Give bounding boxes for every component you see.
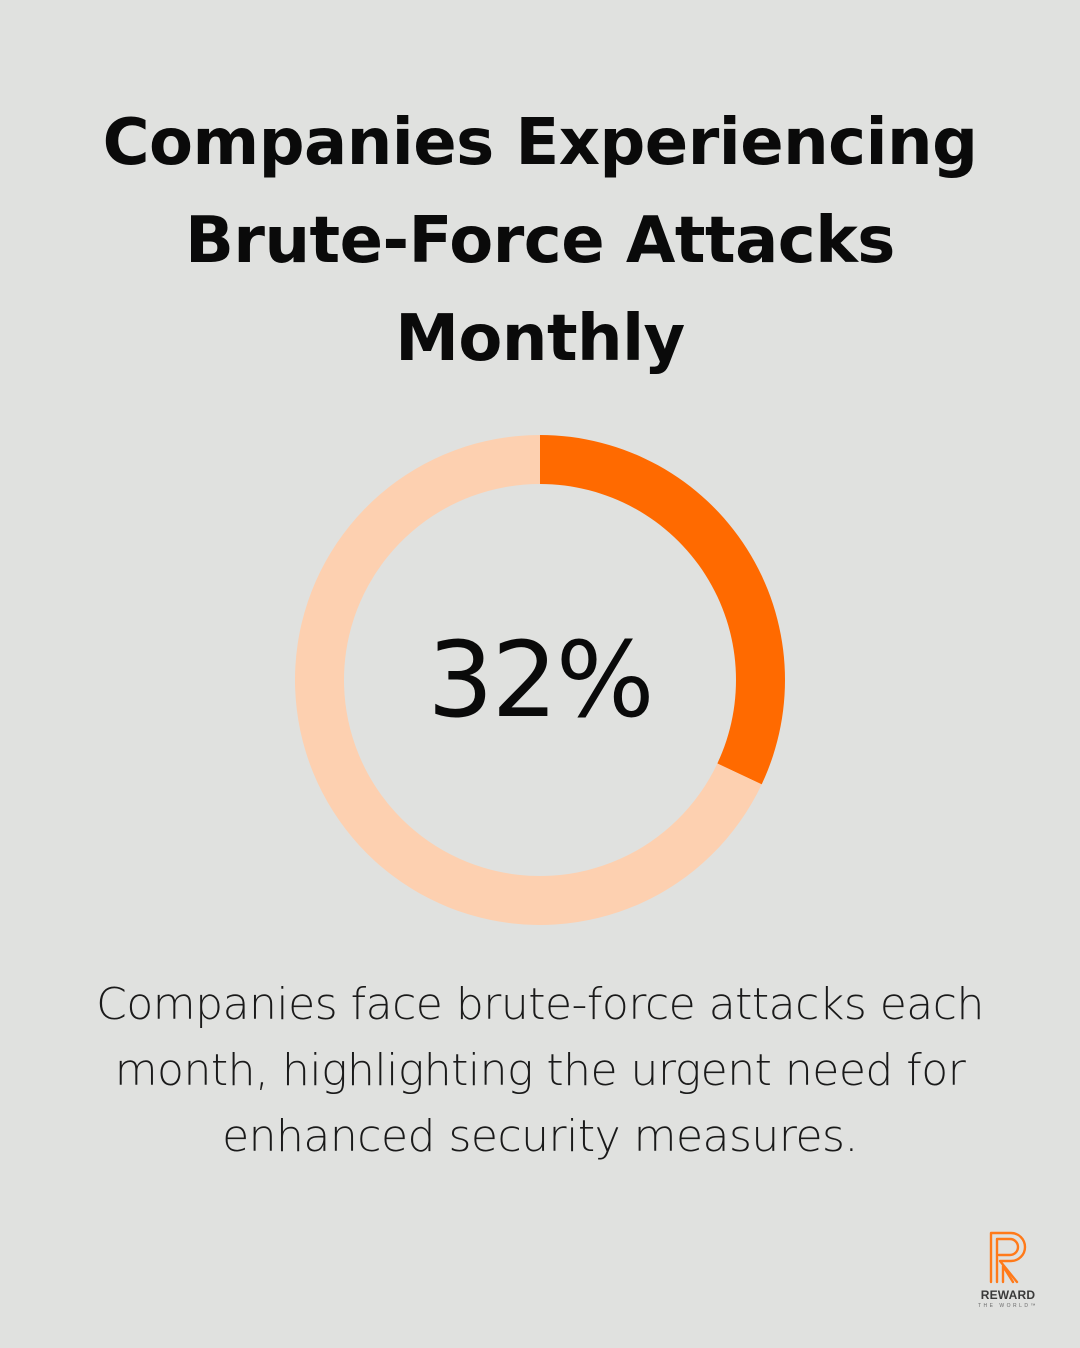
- logo-wordmark: REWARD: [980, 1288, 1036, 1302]
- percentage-value: 32%: [427, 619, 654, 741]
- chart-caption: Companies face brute-force attacks each …: [96, 979, 984, 1162]
- reward-logo: REWARD THE WORLD™: [968, 1230, 1048, 1314]
- donut-slice-highlight: [540, 435, 785, 785]
- reward-r-logo-icon: [989, 1231, 1027, 1284]
- donut-svg: [295, 435, 785, 925]
- logo-tagline: THE WORLD™: [978, 1303, 1038, 1309]
- chart-title: Companies Experiencing Brute-Force Attac…: [102, 106, 978, 376]
- donut-chart: 32%: [295, 435, 785, 925]
